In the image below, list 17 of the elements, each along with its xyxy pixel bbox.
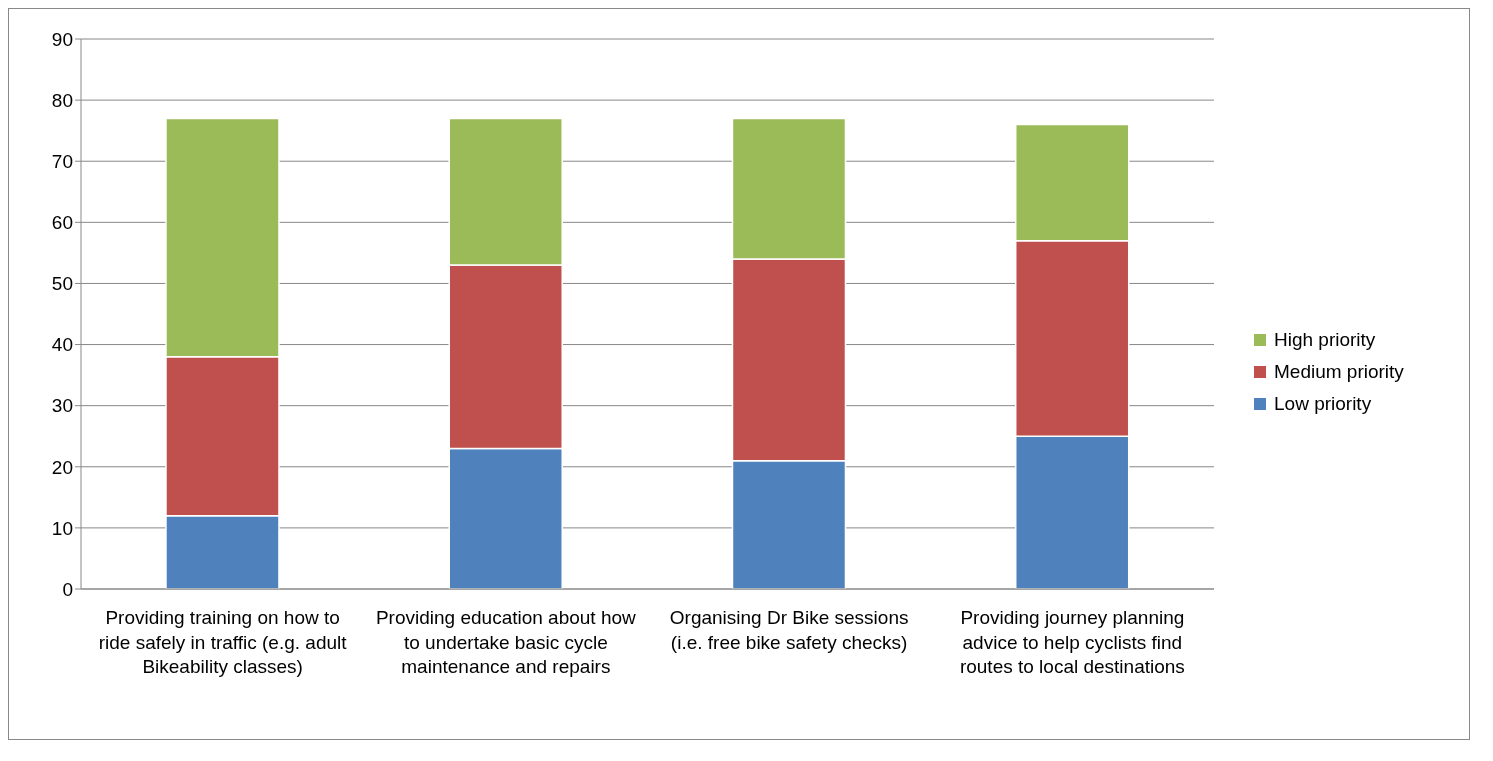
x-tick-label: Providing education about how to undertake basic cycle maintenance and repairs (375, 607, 637, 678)
legend-label: High priority (1274, 328, 1376, 351)
x-tick-label: Organising Dr Bike sessions (i.e. free bike safety checks) (669, 607, 909, 653)
y-tick-label: 30 (51, 395, 73, 417)
y-tick-label: 80 (51, 89, 73, 111)
y-tick-label: 20 (51, 456, 73, 478)
y-tick-label: 70 (51, 150, 73, 172)
y-tick-label: 0 (62, 578, 73, 600)
x-tick-label: Providing training on how to ride safely in traffic (e.g. adult Bikeability classes) (98, 607, 348, 678)
y-tick-label: 90 (51, 28, 73, 50)
y-tick-label: 40 (51, 334, 73, 356)
legend-label: Low priority (1274, 392, 1372, 415)
legend-label: Medium priority (1274, 360, 1404, 383)
y-tick-label: 60 (51, 212, 73, 234)
y-tick-label: 50 (51, 273, 73, 295)
x-tick-label: Providing journey planning advice to help cyclists find routes to local destinations (959, 607, 1185, 678)
y-tick-label: 10 (51, 517, 73, 539)
